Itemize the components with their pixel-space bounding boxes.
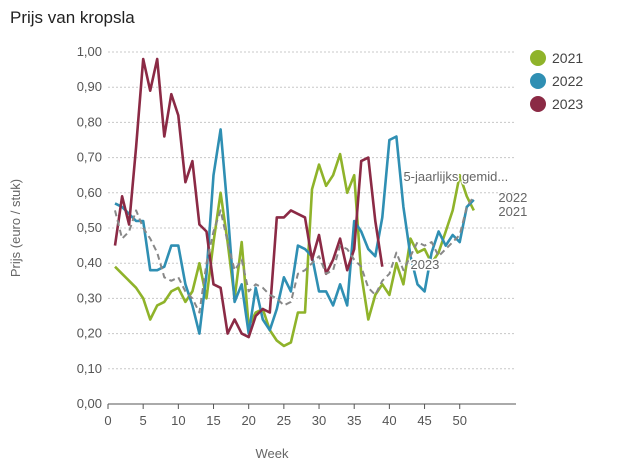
series-line-2021 (114, 152, 475, 348)
legend-marker (530, 96, 546, 112)
x-tick-label: 50 (452, 413, 466, 428)
line-annotations: 5-jaarlijks gemid...5-jaarlijks gemid...… (402, 167, 529, 273)
y-axis-ticks: 0,00 0,10 0,20 0,30 0,40 0,50 0,60 0,70 0,80 0,90… (77, 44, 102, 411)
y-tick-label: 0,90 (77, 79, 102, 94)
annotation-halo: 2022 (498, 190, 527, 205)
annotation-halo: 2021 (498, 204, 527, 219)
x-axis-label: Week (256, 446, 289, 461)
legend: 2021 2022 2023 (530, 50, 583, 112)
x-tick-label: 15 (206, 413, 220, 428)
annotation-halo: 2023 (410, 257, 439, 272)
annotation-label: 5-jaarlijks gemid... (403, 169, 508, 184)
y-tick-label: 0,70 (77, 150, 102, 165)
legend-marker (530, 50, 546, 66)
y-tick-label: 0,00 (77, 396, 102, 411)
y-tick-label: 0,10 (77, 361, 102, 376)
series-lines (113, 57, 475, 348)
legend-label: 2023 (552, 96, 583, 112)
annotation-label: 2022 (498, 190, 527, 205)
y-tick-label: 0,20 (77, 326, 102, 341)
series-line-2023 (113, 57, 384, 339)
x-tick-label: 35 (347, 413, 361, 428)
y-tick-label: 0,30 (77, 290, 102, 305)
x-tick-label: 25 (277, 413, 291, 428)
annotation-halo: 5-jaarlijks gemid... (403, 169, 508, 184)
x-tick-label: 30 (312, 413, 326, 428)
legend-label: 2022 (552, 73, 583, 89)
x-tick-label: 10 (171, 413, 185, 428)
x-tick-label: 45 (417, 413, 431, 428)
y-tick-label: 0,50 (77, 220, 102, 235)
x-tick-label: 0 (104, 413, 111, 428)
series-line-5-jaarlijks-gemiddelde (114, 195, 475, 314)
x-tick-label: 20 (241, 413, 255, 428)
series-line-2022 (114, 128, 475, 335)
chart-title: Prijs van kropsla (10, 8, 135, 27)
x-tick-label: 5 (140, 413, 147, 428)
legend-label: 2021 (552, 50, 583, 66)
y-tick-label: 0,40 (77, 255, 102, 270)
y-axis-label: Prijs (euro / stuk) (8, 179, 23, 277)
x-tick-label: 40 (382, 413, 396, 428)
y-tick-label: 1,00 (77, 44, 102, 59)
y-tick-label: 0,80 (77, 114, 102, 129)
annotation-label: 2021 (498, 204, 527, 219)
legend-marker (530, 73, 546, 89)
y-tick-label: 0,60 (77, 185, 102, 200)
annotation-label: 2023 (410, 257, 439, 272)
x-axis: 0 5 10 15 20 25 30 35 40 45 50 (104, 403, 516, 428)
